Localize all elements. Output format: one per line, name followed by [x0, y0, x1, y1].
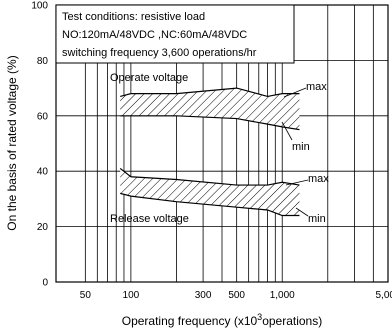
release-max-curve	[119, 167, 300, 186]
release-max-label: max	[308, 173, 329, 185]
test-conditions-box	[55, 4, 295, 64]
operate-max-curve	[120, 87, 300, 98]
x-tick-label: 1,000	[270, 290, 295, 301]
y-axis-label: On the basis of rated voltage (%)	[5, 55, 19, 230]
operate-max-leader	[283, 87, 307, 98]
operate-min-label: min	[292, 141, 310, 153]
x-tick-label: 50	[80, 290, 92, 301]
y-tick-label: 40	[37, 167, 49, 178]
y-tick-label: 0	[42, 278, 48, 289]
y-tick-label: 20	[37, 222, 49, 233]
release-band-hatch	[120, 168, 300, 216]
release-min-leader	[295, 207, 309, 217]
operate-voltage-label: Operate voltage	[110, 72, 188, 84]
y-tick-label: 60	[37, 111, 49, 122]
x-tick-label: 300	[195, 290, 212, 301]
y-tick-labels: 0 20 40 60 80 100	[31, 1, 48, 289]
operate-min-leader	[281, 121, 293, 141]
x-tick-label: 5,000	[375, 290, 392, 301]
release-max-leader	[285, 179, 309, 186]
x-tick-label: 100	[123, 290, 140, 301]
x-tick-label: 500	[228, 290, 245, 301]
operate-min-curve	[120, 115, 300, 131]
release-voltage-label: Release voltage	[110, 213, 189, 225]
voltage-bands	[119, 87, 300, 217]
release-min-label: min	[308, 213, 326, 225]
release-min-curve	[120, 192, 300, 217]
operate-band-hatch	[120, 88, 300, 130]
operate-max-label: max	[306, 81, 327, 93]
test-conditions-line-1: Test conditions: resistive load	[62, 11, 205, 23]
y-tick-label: 100	[31, 1, 48, 12]
y-tick-label: 80	[37, 56, 49, 67]
test-conditions-line-2: NO:120mA/48VDC ,NC:60mA/48VDC	[62, 29, 247, 41]
x-tick-labels: 50 100 300 500 1,000 5,000	[80, 290, 392, 301]
test-conditions-line-3: switching frequency 3,600 operations/hr	[62, 47, 257, 59]
x-axis-label: Operating frequency (x103operations)	[122, 312, 322, 328]
